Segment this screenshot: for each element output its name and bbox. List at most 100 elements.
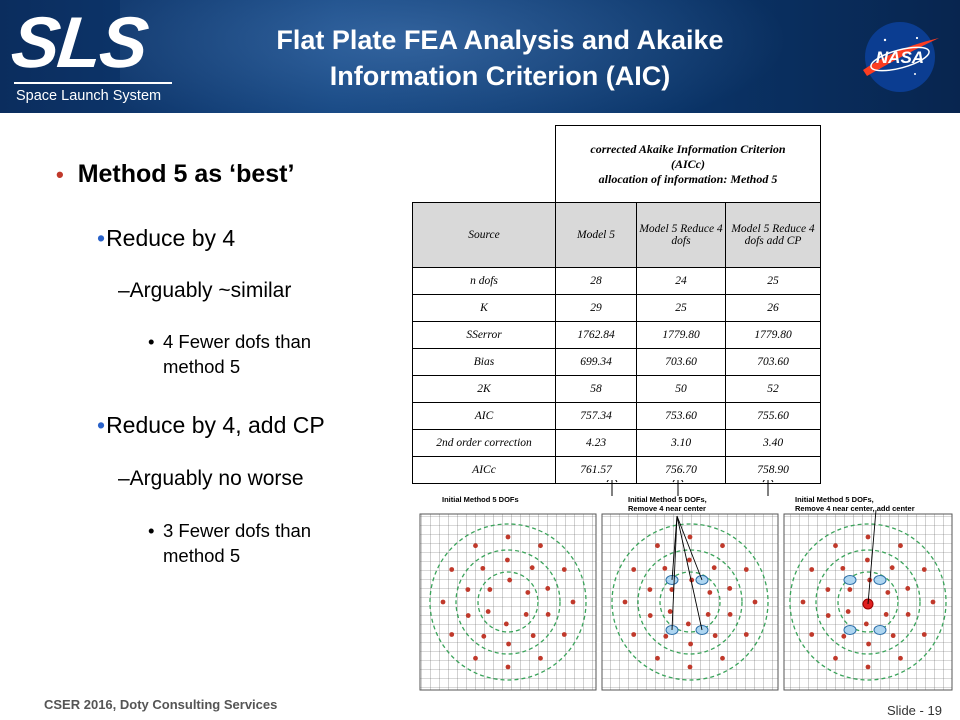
dof-dot <box>449 632 455 637</box>
sls-logo: SLS Space Launch System <box>8 3 182 108</box>
dof-dot <box>809 632 815 637</box>
dof-dot <box>523 612 529 617</box>
table-cell: 753.60 <box>636 402 726 430</box>
table-cell: 26 <box>725 294 821 322</box>
table-row: AIC 757.34 753.60 755.60 <box>412 402 821 430</box>
table-cell: 4.23 <box>555 429 637 457</box>
grid-label-3-line1: Initial Method 5 DOFs, <box>795 495 874 504</box>
sls-logo-subtitle: Space Launch System <box>16 88 162 104</box>
dof-dot <box>667 609 673 614</box>
dof-dot <box>883 612 889 617</box>
dashed-ring <box>477 571 539 633</box>
dashed-ring <box>637 549 743 655</box>
dashed-ring <box>659 571 721 633</box>
dof-dot <box>440 599 446 605</box>
bullet-reduce4: •Reduce by 4 <box>97 225 236 251</box>
dof-dot <box>647 587 653 592</box>
table-caption-line3: allocation of information: Method 5 <box>598 171 778 186</box>
table-cell: 1779.80 <box>636 321 726 349</box>
table-cell: 758.90 <box>725 456 821 484</box>
grid-label-1: Initial Method 5 DOFs <box>442 495 519 504</box>
dof-dot <box>687 664 693 670</box>
slide-number: Slide - 19 <box>887 703 942 718</box>
dashed-ring <box>611 523 769 681</box>
dof-dot <box>707 590 713 595</box>
bullet-reduce4cp: •Reduce by 4, add CP <box>97 412 325 438</box>
table-cell: AIC <box>412 402 556 430</box>
table-cell: 24 <box>636 267 726 295</box>
dof-dot <box>833 543 838 549</box>
dof-dot <box>865 557 870 563</box>
table-row: n dofs 28 24 25 <box>412 267 821 295</box>
dof-dot <box>481 633 487 639</box>
table-cell: 28 <box>555 267 637 295</box>
dof-dot <box>752 599 758 605</box>
table-row: AICc 761.57 756.70 758.90 <box>412 456 821 484</box>
pointer-line <box>676 515 703 631</box>
dof-dot <box>865 534 871 540</box>
dof-dot <box>662 565 668 571</box>
dashed-ring <box>837 571 899 633</box>
dof-dot <box>480 565 486 571</box>
dof-dot <box>545 586 551 591</box>
grid-panel <box>601 513 779 691</box>
table-row: K 29 25 26 <box>412 294 821 322</box>
slide-title: Flat Plate FEA Analysis and Akaike Infor… <box>200 22 800 94</box>
dof-dot <box>825 587 831 592</box>
dof-dot <box>905 612 911 617</box>
table-cell: K <box>412 294 556 322</box>
bullet-reduce4cp-sub: –Arguably no worse <box>118 467 304 490</box>
table-header-cell: Model 5 Reduce 4 dofs <box>636 202 726 268</box>
dof-dot <box>687 534 693 540</box>
dof-dot <box>863 621 869 627</box>
dof-dot <box>631 632 637 637</box>
table-cell: 3.40 <box>725 429 821 457</box>
table-caption-row: corrected Akaike Information Criterion (… <box>413 125 821 203</box>
table-cell: 3.10 <box>636 429 726 457</box>
dof-dot <box>921 632 927 637</box>
table-cell: 2K <box>412 375 556 403</box>
grid-label-2-line1: Initial Method 5 DOFs, <box>628 495 707 504</box>
header-glow <box>120 0 820 113</box>
table-header-row: Source Model 5 Model 5 Reduce 4 dofs Mod… <box>412 202 821 268</box>
table-cell: 25 <box>725 267 821 295</box>
dof-dot <box>505 557 510 563</box>
table-cell: 1762.84 <box>555 321 637 349</box>
table-cell: 58 <box>555 375 637 403</box>
dashed-ring <box>429 523 587 681</box>
dof-dot <box>538 543 543 549</box>
bullet-reduce4-text: Reduce by 4 <box>106 225 236 251</box>
dof-dot <box>505 534 511 540</box>
removed-dof-marker <box>843 625 857 635</box>
dof-dot <box>570 599 576 605</box>
bullet-reduce4cp-detail: • 3 Fewer dofs than method 5 <box>148 520 312 566</box>
table-cell: 699.34 <box>555 348 637 376</box>
slide-title-line1: Flat Plate FEA Analysis and Akaike <box>276 25 724 55</box>
dof-dot <box>561 632 567 637</box>
table-cell: 761.57 <box>555 456 637 484</box>
dof-dot <box>688 641 693 647</box>
dof-dot <box>890 633 896 639</box>
dof-dot <box>865 664 871 670</box>
dof-dot <box>529 565 535 571</box>
table-row: Bias 699.34 703.60 703.60 <box>412 348 821 376</box>
dof-dot <box>655 655 660 661</box>
dof-dot <box>743 567 749 572</box>
dof-dot <box>921 567 927 572</box>
dashed-ring <box>455 549 561 655</box>
dof-dot <box>631 567 637 572</box>
table-cell: 52 <box>725 375 821 403</box>
dof-dot <box>525 590 531 595</box>
bullet-main-text: Method 5 as ‘best’ <box>77 160 295 188</box>
dof-dot <box>663 633 669 639</box>
bullet-reduce4cp-text: Reduce by 4, add CP <box>106 412 325 438</box>
table-header-cell: Model 5 Reduce 4 dofs add CP <box>725 202 821 268</box>
dof-dot <box>905 586 911 591</box>
dof-dot <box>847 587 853 592</box>
dof-dot <box>711 565 717 571</box>
sls-logo-text: SLS <box>7 3 151 83</box>
table-cell: SSerror <box>412 321 556 349</box>
dof-dot <box>841 633 847 639</box>
dof-dot <box>840 565 846 571</box>
bullet-reduce4-detail: • 4 Fewer dofs than method 5 <box>148 331 312 377</box>
